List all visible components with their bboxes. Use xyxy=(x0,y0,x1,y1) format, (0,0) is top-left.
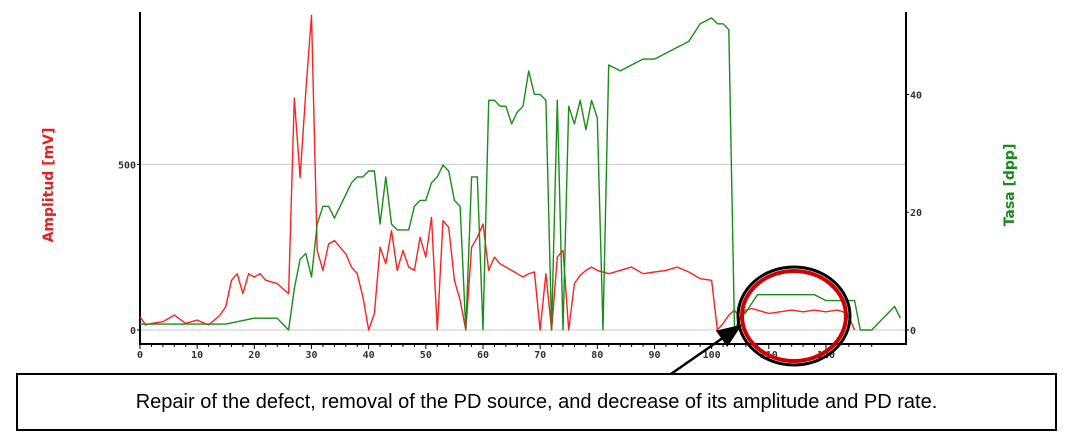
x-tick-label: 20 xyxy=(248,350,260,361)
highlight-ellipse xyxy=(736,265,852,367)
annotation-text: Repair of the defect, removal of the PD … xyxy=(135,390,938,413)
y-left-tick-label: 0 xyxy=(130,326,136,337)
x-tick-label: 90 xyxy=(648,350,660,361)
left-y-axis-title: Amplitud [mV] xyxy=(41,128,57,243)
x-tick-label: 40 xyxy=(363,350,375,361)
x-tick-label: 0 xyxy=(137,350,143,361)
x-tick-label: 30 xyxy=(305,350,317,361)
y-right-tick-label: 0 xyxy=(910,326,916,337)
amplitude-series-line xyxy=(139,14,856,331)
annotation-arrow xyxy=(667,324,743,378)
x-tick-label: 100 xyxy=(703,350,721,361)
highlight-ellipse-inner xyxy=(740,269,848,363)
right-y-axis-title: Tasa [dpp] xyxy=(1002,144,1018,227)
y-left-tick-label: 500 xyxy=(118,160,136,171)
y-right-tick-label: 20 xyxy=(910,208,922,219)
y-right-tick-label: 40 xyxy=(910,90,922,101)
annotation-box: Repair of the defect, removal of the PD … xyxy=(16,373,1057,431)
rate-series-line xyxy=(140,17,901,331)
x-tick-label: 50 xyxy=(420,350,432,361)
x-tick-label: 10 xyxy=(191,350,203,361)
x-tick-label: 80 xyxy=(591,350,603,361)
x-tick-label: 60 xyxy=(477,350,489,361)
x-tick-label: 70 xyxy=(534,350,546,361)
